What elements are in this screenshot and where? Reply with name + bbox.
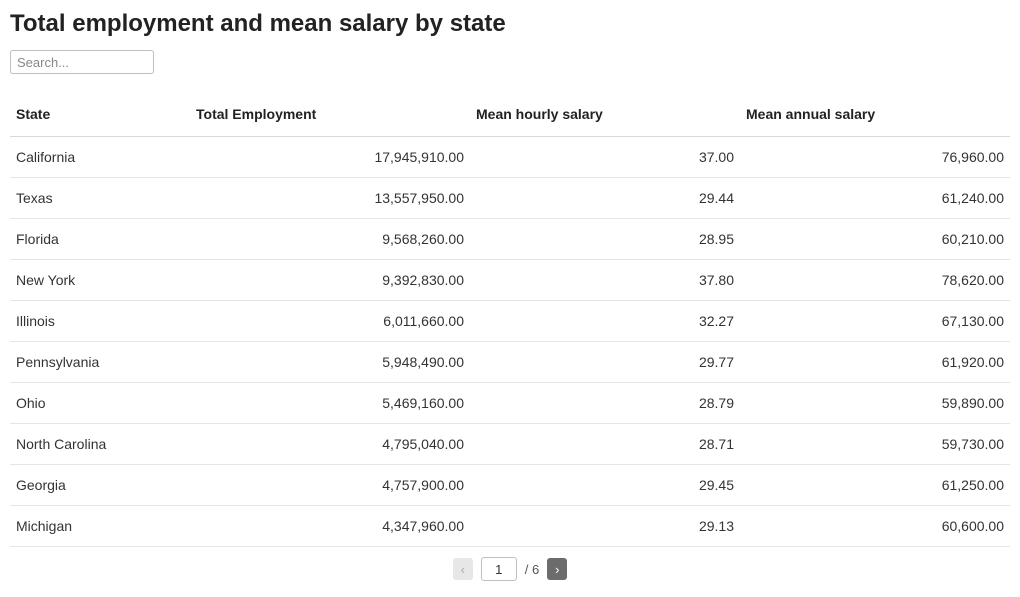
- cell-state: North Carolina: [10, 424, 190, 465]
- cell-state: Florida: [10, 219, 190, 260]
- table-row: Florida9,568,260.0028.9560,210.00: [10, 219, 1010, 260]
- cell-mean-annual: 78,620.00: [740, 260, 1010, 301]
- page-total-label: / 6: [525, 562, 539, 577]
- cell-total-employment: 6,011,660.00: [190, 301, 470, 342]
- cell-total-employment: 4,757,900.00: [190, 465, 470, 506]
- pagination: ‹ / 6 ›: [10, 557, 1010, 581]
- table-row: Georgia4,757,900.0029.4561,250.00: [10, 465, 1010, 506]
- cell-state: New York: [10, 260, 190, 301]
- cell-state: Illinois: [10, 301, 190, 342]
- cell-mean-annual: 76,960.00: [740, 137, 1010, 178]
- cell-total-employment: 13,557,950.00: [190, 178, 470, 219]
- cell-mean-hourly: 28.71: [470, 424, 740, 465]
- column-header-total-employment[interactable]: Total Employment: [190, 92, 470, 137]
- cell-state: Texas: [10, 178, 190, 219]
- cell-mean-annual: 59,730.00: [740, 424, 1010, 465]
- cell-total-employment: 9,568,260.00: [190, 219, 470, 260]
- cell-mean-hourly: 29.77: [470, 342, 740, 383]
- employment-table: State Total Employment Mean hourly salar…: [10, 92, 1010, 547]
- prev-page-button[interactable]: ‹: [453, 558, 473, 580]
- column-header-state[interactable]: State: [10, 92, 190, 137]
- cell-mean-annual: 67,130.00: [740, 301, 1010, 342]
- table-row: Illinois6,011,660.0032.2767,130.00: [10, 301, 1010, 342]
- cell-mean-annual: 60,600.00: [740, 506, 1010, 547]
- column-header-mean-annual-salary[interactable]: Mean annual salary: [740, 92, 1010, 137]
- cell-mean-hourly: 28.79: [470, 383, 740, 424]
- cell-mean-hourly: 37.80: [470, 260, 740, 301]
- cell-state: Georgia: [10, 465, 190, 506]
- search-input[interactable]: [10, 50, 154, 74]
- cell-state: California: [10, 137, 190, 178]
- cell-mean-annual: 61,920.00: [740, 342, 1010, 383]
- column-header-mean-hourly-salary[interactable]: Mean hourly salary: [470, 92, 740, 137]
- table-row: North Carolina4,795,040.0028.7159,730.00: [10, 424, 1010, 465]
- table-header-row: State Total Employment Mean hourly salar…: [10, 92, 1010, 137]
- table-row: California17,945,910.0037.0076,960.00: [10, 137, 1010, 178]
- cell-mean-annual: 59,890.00: [740, 383, 1010, 424]
- table-row: Pennsylvania5,948,490.0029.7761,920.00: [10, 342, 1010, 383]
- table-row: Ohio5,469,160.0028.7959,890.00: [10, 383, 1010, 424]
- page-number-input[interactable]: [481, 557, 517, 581]
- cell-total-employment: 17,945,910.00: [190, 137, 470, 178]
- cell-total-employment: 4,795,040.00: [190, 424, 470, 465]
- cell-mean-annual: 61,250.00: [740, 465, 1010, 506]
- cell-total-employment: 5,948,490.00: [190, 342, 470, 383]
- page-title: Total employment and mean salary by stat…: [10, 10, 1010, 38]
- cell-total-employment: 9,392,830.00: [190, 260, 470, 301]
- cell-state: Ohio: [10, 383, 190, 424]
- table-row: New York9,392,830.0037.8078,620.00: [10, 260, 1010, 301]
- cell-mean-hourly: 32.27: [470, 301, 740, 342]
- cell-mean-hourly: 37.00: [470, 137, 740, 178]
- cell-mean-hourly: 29.44: [470, 178, 740, 219]
- cell-mean-hourly: 28.95: [470, 219, 740, 260]
- table-row: Texas13,557,950.0029.4461,240.00: [10, 178, 1010, 219]
- cell-total-employment: 5,469,160.00: [190, 383, 470, 424]
- next-page-button[interactable]: ›: [547, 558, 567, 580]
- cell-mean-annual: 60,210.00: [740, 219, 1010, 260]
- cell-mean-hourly: 29.45: [470, 465, 740, 506]
- table-row: Michigan4,347,960.0029.1360,600.00: [10, 506, 1010, 547]
- cell-state: Pennsylvania: [10, 342, 190, 383]
- cell-total-employment: 4,347,960.00: [190, 506, 470, 547]
- cell-state: Michigan: [10, 506, 190, 547]
- cell-mean-annual: 61,240.00: [740, 178, 1010, 219]
- cell-mean-hourly: 29.13: [470, 506, 740, 547]
